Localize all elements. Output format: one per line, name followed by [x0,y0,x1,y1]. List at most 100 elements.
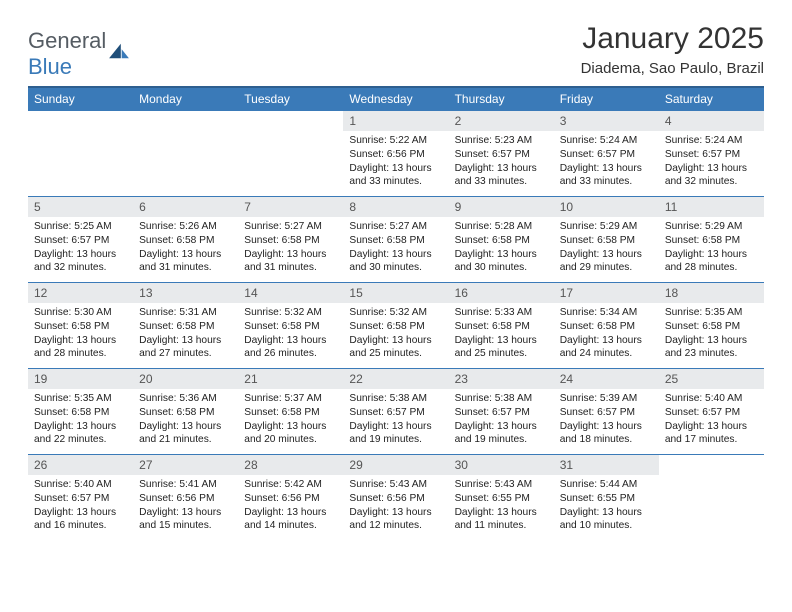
day-number-bar: 15 [343,282,448,303]
sunrise-line: Sunrise: 5:30 AM [34,307,112,318]
calendar-week-row: 5Sunrise: 5:25 AMSunset: 6:57 PMDaylight… [28,196,764,282]
day-number-bar: 11 [659,196,764,217]
daylight-line: Daylight: 13 hours and 30 minutes. [349,249,431,274]
calendar-day-cell: 16Sunrise: 5:33 AMSunset: 6:58 PMDayligh… [449,282,554,368]
calendar-day-cell: 11Sunrise: 5:29 AMSunset: 6:58 PMDayligh… [659,196,764,282]
day-content: Sunrise: 5:31 AMSunset: 6:58 PMDaylight:… [133,303,238,365]
sunrise-line: Sunrise: 5:28 AM [455,221,533,232]
calendar-day-cell: 19Sunrise: 5:35 AMSunset: 6:58 PMDayligh… [28,368,133,454]
weekday-header: Monday [133,87,238,110]
day-number-bar: 14 [238,282,343,303]
daylight-line: Daylight: 13 hours and 31 minutes. [244,249,326,274]
day-content: Sunrise: 5:30 AM Sunset: 6:58 PM Daylight:… [28,303,133,365]
sunrise-line: Sunrise: 5:36 AM [139,393,217,404]
daylight-line: Daylight: 13 hours and 24 minutes. [560,335,642,360]
weekday-header: Saturday [659,87,764,110]
sunset-line: Sunset: 6:58 PM [665,321,740,332]
sunset-line: Sunset: 6:57 PM [560,407,635,418]
sunset-line: Sunset: 6:58 PM [455,235,530,246]
sunrise-line: Sunrise: 5:22 AM [349,135,427,146]
calendar-day-cell [659,454,764,540]
day-content: Sunrise: 5:28 AM Sunset: 6:58 PM Daylight:… [449,217,554,279]
calendar-day-cell: 26Sunrise: 5:40 AMSunset: 6:57 PMDayligh… [28,454,133,540]
calendar-day-cell: 21Sunrise: 5:37 AMSunset: 6:58 PMDayligh… [238,368,343,454]
sunrise-line: Sunrise: 5:35 AM [34,393,112,404]
day-content: Sunrise: 5:39 AMSunset: 6:57 PMDaylight:… [554,389,659,451]
calendar-week-row: 1Sunrise: 5:22 AMSunset: 6:56 PMDaylight… [28,110,764,196]
sunset-line: Sunset: 6:57 PM [34,235,109,246]
sunrise-line: Sunrise: 5:24 AM [560,135,638,146]
sunset-line: Sunset: 6:57 PM [455,149,530,160]
day-content: Sunrise: 5:38 AMSunset: 6:57 PMDaylight:… [343,389,448,451]
day-content: Sunrise: 5:44 AMSunset: 6:55 PMDaylight:… [554,475,659,537]
calendar-week-row: 26Sunrise: 5:40 AMSunset: 6:57 PMDayligh… [28,454,764,540]
day-number-bar: 17 [554,282,659,303]
day-content: Sunrise: 5:38 AMSunset: 6:57 PMDaylight:… [449,389,554,451]
daylight-line: Daylight: 13 hours and 32 minutes. [665,163,747,188]
daylight-line: Daylight: 13 hours and 28 minutes. [34,335,116,360]
day-number-bar: 7 [238,196,343,217]
sunrise-line: Sunrise: 5:23 AM [455,135,533,146]
sunset-line: Sunset: 6:57 PM [34,493,109,504]
sunset-line: Sunset: 6:58 PM [139,321,214,332]
sunset-line: Sunset: 6:57 PM [665,407,740,418]
sunset-line: Sunset: 6:57 PM [349,407,424,418]
calendar-page: General Blue January 2025 Diadema, Sao P… [0,0,792,612]
daylight-line: Daylight: 13 hours and 30 minutes. [455,249,537,274]
day-number-bar: 27 [133,454,238,475]
sunrise-line: Sunrise: 5:31 AM [139,307,217,318]
calendar-day-cell: 17Sunrise: 5:34 AMSunset: 6:58 PMDayligh… [554,282,659,368]
day-content: Sunrise: 5:40 AMSunset: 6:57 PMDaylight:… [659,389,764,451]
day-number-bar: 29 [343,454,448,475]
day-number-bar: 28 [238,454,343,475]
day-content: Sunrise: 5:26 AMSunset: 6:58 PMDaylight:… [133,217,238,279]
sunset-line: Sunset: 6:58 PM [34,407,109,418]
calendar-table: SundayMondayTuesdayWednesdayThursdayFrid… [28,86,764,540]
day-number-bar: 8 [343,196,448,217]
sunrise-line: Sunrise: 5:27 AM [349,221,427,232]
calendar-day-cell: 23Sunrise: 5:38 AMSunset: 6:57 PMDayligh… [449,368,554,454]
day-content: Sunrise: 5:27 AM Sunset: 6:58 PM Daylight:… [238,217,343,279]
daylight-line: Daylight: 13 hours and 33 minutes. [455,163,537,188]
daylight-line: Daylight: 13 hours and 18 minutes. [560,421,642,446]
sunrise-line: Sunrise: 5:40 AM [665,393,743,404]
day-number-bar: 19 [28,368,133,389]
day-number-bar: 4 [659,110,764,131]
calendar-body: 1Sunrise: 5:22 AMSunset: 6:56 PMDaylight… [28,110,764,540]
calendar-day-cell: 25Sunrise: 5:40 AMSunset: 6:57 PMDayligh… [659,368,764,454]
day-number-bar: 6 [133,196,238,217]
sunrise-line: Sunrise: 5:41 AM [139,479,217,490]
weekday-header: Friday [554,87,659,110]
sunset-line: Sunset: 6:56 PM [244,493,319,504]
day-number-bar: 23 [449,368,554,389]
sunrise-line: Sunrise: 5:42 AM [244,479,322,490]
daylight-line: Daylight: 13 hours and 19 minutes. [455,421,537,446]
day-number-empty [238,110,343,133]
daylight-line: Daylight: 13 hours and 32 minutes. [34,249,116,274]
day-content: Sunrise: 5:42 AMSunset: 6:56 PMDaylight:… [238,475,343,537]
weekday-header-row: SundayMondayTuesdayWednesdayThursdayFrid… [28,87,764,110]
logo-word2: Blue [28,54,72,79]
sunrise-line: Sunrise: 5:33 AM [455,307,533,318]
sunrise-line: Sunrise: 5:27 AM [244,221,322,232]
sunset-line: Sunset: 6:58 PM [34,321,109,332]
calendar-day-cell: 14Sunrise: 5:32 AMSunset: 6:58 PMDayligh… [238,282,343,368]
day-number-empty [28,110,133,133]
day-number-bar: 3 [554,110,659,131]
calendar-day-cell: 29Sunrise: 5:43 AMSunset: 6:56 PMDayligh… [343,454,448,540]
day-number-bar: 26 [28,454,133,475]
day-number-bar: 12 [28,282,133,303]
sunset-line: Sunset: 6:57 PM [560,149,635,160]
day-content: Sunrise: 5:35 AMSunset: 6:58 PMDaylight:… [28,389,133,451]
day-number-bar: 2 [449,110,554,131]
sunset-line: Sunset: 6:58 PM [244,235,319,246]
sunrise-line: Sunrise: 5:37 AM [244,393,322,404]
sunrise-line: Sunrise: 5:32 AM [349,307,427,318]
day-content: Sunrise: 5:25 AMSunset: 6:57 PMDaylight:… [28,217,133,279]
daylight-line: Daylight: 13 hours and 33 minutes. [349,163,431,188]
sunrise-line: Sunrise: 5:35 AM [665,307,743,318]
day-content: Sunrise: 5:23 AM Sunset: 6:57 PM Daylight:… [449,131,554,193]
day-content: Sunrise: 5:29 AMSunset: 6:58 PMDaylight:… [554,217,659,279]
page-title: January 2025 [581,22,764,56]
day-content: Sunrise: 5:34 AMSunset: 6:58 PMDaylight:… [554,303,659,365]
